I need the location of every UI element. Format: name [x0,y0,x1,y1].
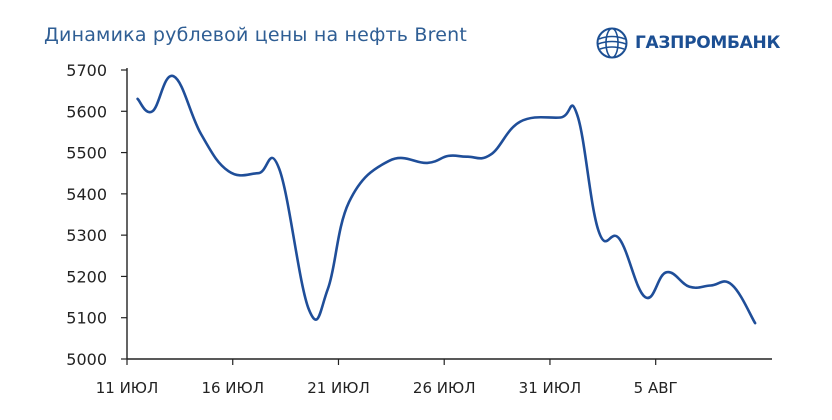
logo-text: ГАЗПРОМБАНК [635,33,781,53]
x-tick-label: 5 АВГ [634,379,678,397]
y-tick-label: 5600 [66,102,107,121]
y-tick-label: 5300 [66,226,107,245]
x-tick-label: 31 ИЮЛ [519,379,582,397]
gazprombank-logo: ГАЗПРОМБАНК [596,26,780,60]
y-tick-label: 5000 [66,350,107,369]
y-tick-label: 5400 [66,185,107,204]
y-tick-label: 5700 [66,61,107,80]
x-tick-label: 16 ИЮЛ [201,379,264,397]
y-axis-ticks: 5000 5100 5200 5300 5400 5500 5600 5700 [66,61,127,369]
y-tick-label: 5200 [66,267,107,286]
gazprombank-globe-icon [596,27,628,59]
y-tick-label: 5100 [66,309,107,328]
x-tick-label: 26 ИЮЛ [413,379,476,397]
chart-title: Динамика рублевой цены на нефть Brent [44,24,468,46]
y-tick-label: 5500 [66,144,107,163]
series-line-brent-rub-price [136,74,757,325]
x-axis-ticks: 11 ИЮЛ 16 ИЮЛ 21 ИЮЛ 26 ИЮЛ 31 ИЮЛ 5 АВГ [96,359,678,397]
x-tick-label: 11 ИЮЛ [96,379,159,397]
x-tick-label: 21 ИЮЛ [307,379,370,397]
